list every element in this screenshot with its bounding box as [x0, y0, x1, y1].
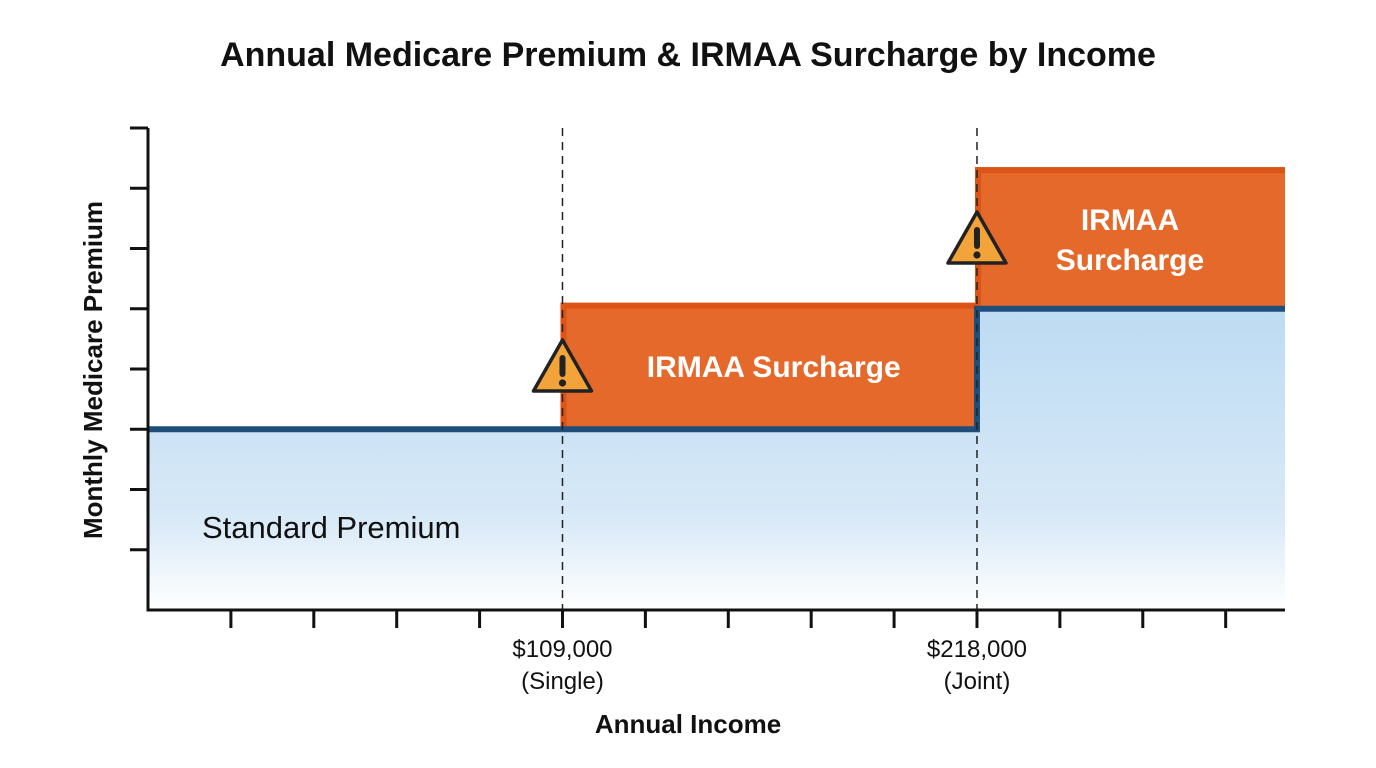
threshold-tick-sublabel: (Single) [521, 668, 604, 695]
standard-premium-area [148, 308, 1285, 610]
x-axis-label: Annual Income [595, 709, 781, 739]
warning-icon-bar [973, 227, 980, 249]
warning-icon-dot [558, 379, 567, 387]
irmaa-surcharge-box-top-edge [560, 302, 977, 309]
irmaa-surcharge-label: Surcharge [1056, 244, 1204, 277]
irmaa-surcharge-box-top-edge [974, 167, 1285, 174]
irmaa-surcharge-box [560, 302, 977, 430]
standard-premium-label: Standard Premium [202, 510, 460, 545]
threshold-tick-label: $109,000 [512, 636, 612, 663]
irmaa-surcharge-label: IRMAA [1081, 204, 1179, 237]
warning-icon-bar [559, 355, 566, 377]
warning-icon-dot [973, 251, 981, 259]
y-axis-label: Monthly Medicare Premium [78, 201, 108, 539]
irmaa-surcharge-label: IRMAA Surcharge [647, 351, 901, 384]
irmaa-surcharge-box [974, 167, 1285, 309]
threshold-tick-label: $218,000 [927, 636, 1027, 663]
threshold-tick-sublabel: (Joint) [944, 668, 1011, 695]
chart-title: Annual Medicare Premium & IRMAA Surcharg… [220, 36, 1156, 74]
